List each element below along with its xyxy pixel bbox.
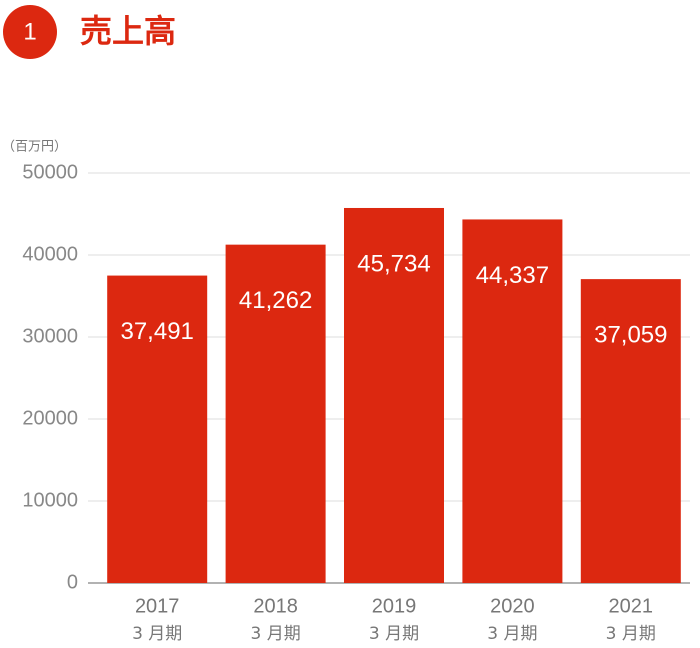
data-label: 41,262 bbox=[239, 287, 312, 314]
x-tick-sublabel: 3 月期 bbox=[132, 624, 182, 644]
y-tick-label: 20000 bbox=[22, 407, 78, 429]
x-tick-label: 2018 bbox=[253, 595, 298, 617]
bar bbox=[462, 219, 563, 584]
x-tick-sublabel: 3 月期 bbox=[487, 624, 537, 644]
x-tick-sublabel: 3 月期 bbox=[606, 624, 656, 644]
y-tick-label: 40000 bbox=[22, 243, 78, 265]
x-tick-label: 2019 bbox=[372, 595, 417, 617]
y-tick-label: 30000 bbox=[22, 325, 78, 347]
data-label: 37,059 bbox=[594, 321, 667, 348]
x-tick-sublabel: 3 月期 bbox=[250, 624, 300, 644]
data-label: 45,734 bbox=[357, 250, 430, 277]
y-tick-label: 50000 bbox=[22, 161, 78, 183]
x-tick-sublabel: 3 月期 bbox=[369, 624, 419, 644]
x-tick-label: 2020 bbox=[490, 595, 535, 617]
x-tick-label: 2021 bbox=[609, 595, 654, 617]
data-label: 44,337 bbox=[476, 262, 549, 289]
chart-title: 売上高 bbox=[80, 12, 176, 50]
bar bbox=[344, 207, 444, 583]
y-tick-label: 10000 bbox=[22, 489, 78, 511]
bar bbox=[225, 244, 326, 583]
bar bbox=[107, 275, 208, 583]
y-tick-label: 0 bbox=[67, 571, 78, 593]
section-number: 1 bbox=[23, 18, 36, 45]
y-unit-label: （百万円） bbox=[2, 140, 67, 155]
bar bbox=[580, 279, 681, 583]
x-tick-label: 2017 bbox=[135, 595, 180, 617]
badge-circle bbox=[3, 5, 57, 59]
data-label: 37,491 bbox=[120, 318, 193, 345]
